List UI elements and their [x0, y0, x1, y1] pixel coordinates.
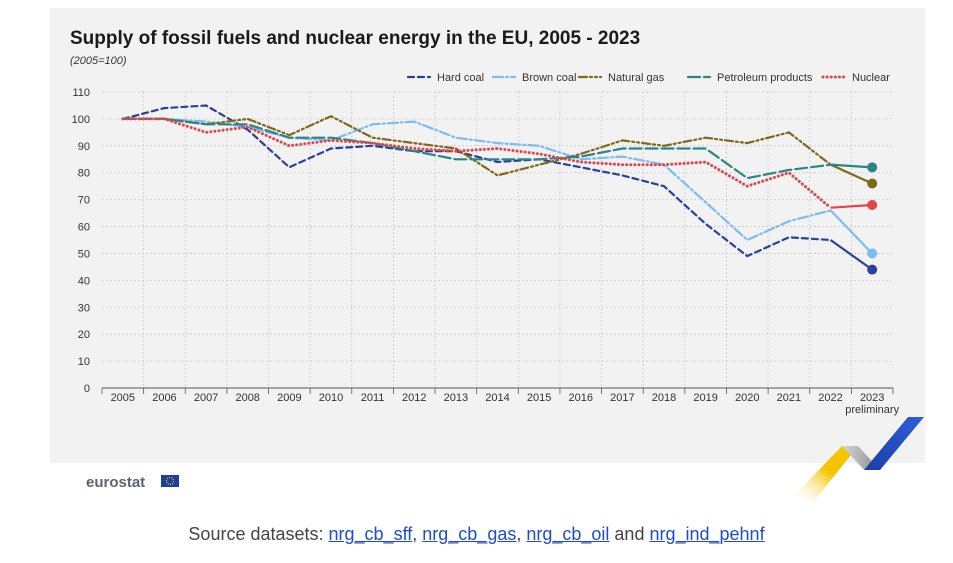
series-nuclear — [121, 117, 878, 211]
legend-label: Natural gas — [608, 72, 665, 84]
series-hard-coal — [121, 104, 878, 275]
y-tick-label: 0 — [84, 383, 90, 395]
x-tick-label: 2018 — [652, 392, 676, 404]
x-tick-label: 2013 — [444, 392, 468, 404]
x-tick-label: 2008 — [235, 392, 259, 404]
x-tick-label: 2021 — [777, 392, 801, 404]
series-preliminary-segment — [830, 163, 873, 169]
source-link-nrg-cb-sff[interactable]: nrg_cb_sff — [328, 524, 413, 544]
x-tick-label: 2010 — [319, 392, 343, 404]
series-end-point — [867, 248, 878, 259]
y-tick-label: 30 — [78, 302, 90, 314]
corner-chevron-decoration — [790, 417, 924, 500]
source-separator: , — [412, 524, 423, 544]
eu-flag-icon — [161, 475, 179, 487]
legend-label: Petroleum products — [717, 72, 813, 84]
chart-subtitle: (2005=100) — [70, 55, 127, 67]
eurostat-logo-text: eurostat — [86, 474, 145, 491]
legend-label: Nuclear — [852, 72, 890, 84]
source-link-nrg-cb-oil[interactable]: nrg_cb_oil — [526, 524, 610, 544]
x-tick-label: 2012 — [402, 392, 426, 404]
x-tick-label: 2011 — [361, 392, 385, 404]
series-preliminary-segment — [829, 209, 873, 255]
y-tick-label: 80 — [78, 168, 90, 180]
legend-label: Hard coal — [437, 72, 484, 84]
series-natural-gas — [121, 115, 878, 189]
y-tick-label: 40 — [78, 275, 90, 287]
x-tick-note: preliminary — [845, 404, 899, 416]
series-line — [121, 117, 833, 210]
source-separator: , — [516, 524, 527, 544]
y-tick-label: 110 — [72, 87, 90, 99]
series-line — [121, 117, 832, 180]
x-tick-label: 2005 — [111, 392, 135, 404]
y-tick-label: 20 — [78, 329, 90, 341]
series-preliminary-segment — [830, 163, 873, 185]
x-tick-label: 2022 — [818, 392, 842, 404]
series-brown-coal — [121, 117, 878, 259]
legend-label: Brown coal — [522, 72, 576, 84]
source-prefix: Source datasets: — [188, 524, 329, 544]
y-tick-label: 70 — [78, 195, 90, 207]
series-end-point — [867, 264, 878, 275]
series-lines — [121, 104, 878, 275]
eurostat-logo: eurostat — [86, 474, 179, 491]
x-tick-label: 2023 — [860, 392, 884, 404]
series-preliminary-segment — [830, 203, 873, 209]
chart-title: Supply of fossil fuels and nuclear energ… — [70, 28, 640, 49]
series-preliminary-segment — [829, 239, 873, 271]
x-tick-label: 2015 — [527, 392, 551, 404]
series-petroleum-products — [121, 117, 878, 180]
x-tick-label: 2020 — [735, 392, 759, 404]
x-tick-label: 2014 — [485, 392, 509, 404]
x-tick-label: 2006 — [152, 392, 176, 404]
eu-stars-icon — [165, 476, 175, 486]
source-link-nrg-cb-gas[interactable]: nrg_cb_gas — [422, 524, 517, 544]
series-end-point — [867, 200, 878, 211]
x-tick-label: 2017 — [610, 392, 634, 404]
series-line — [121, 115, 832, 177]
x-tick-label: 2009 — [277, 392, 301, 404]
series-line — [121, 117, 832, 242]
axes: 0 10 20 30 40 50 60 70 80 90 100 110 2005 2006 2007 200… — [72, 87, 900, 416]
x-tick-label: 2016 — [569, 392, 593, 404]
source-link-nrg-ind-pehnf[interactable]: nrg_ind_pehnf — [649, 524, 765, 544]
series-end-point — [867, 162, 878, 173]
x-tick-label: 2019 — [693, 392, 717, 404]
legend: Hard coal Brown coal Natural gas Petroleum … — [406, 72, 890, 84]
y-tick-label: 100 — [72, 114, 90, 126]
series-end-point — [867, 178, 878, 189]
y-tick-label: 90 — [78, 141, 90, 153]
y-tick-label: 10 — [78, 356, 90, 368]
chart-panel — [50, 8, 925, 463]
x-tick-label: 2007 — [194, 392, 218, 404]
y-tick-label: 50 — [78, 248, 90, 260]
y-tick-label: 60 — [78, 222, 90, 234]
source-line: Source datasets: nrg_cb_sff, nrg_cb_gas,… — [0, 524, 953, 545]
source-and: and — [609, 524, 650, 544]
